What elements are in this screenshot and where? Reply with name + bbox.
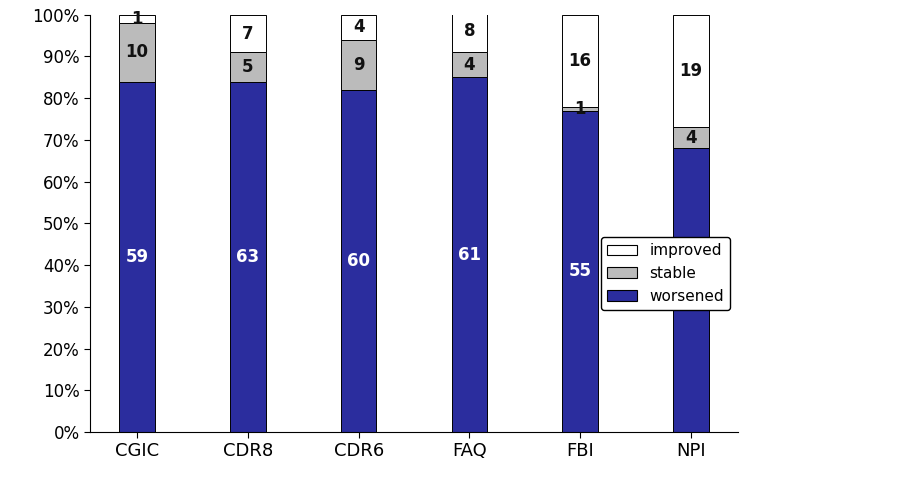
Bar <box>452 78 487 432</box>
Bar <box>230 82 266 432</box>
Text: 60: 60 <box>347 252 370 270</box>
Bar <box>120 15 155 23</box>
Bar <box>230 53 266 82</box>
Text: 1: 1 <box>131 10 143 28</box>
Bar <box>673 148 708 432</box>
Text: 50: 50 <box>680 281 702 299</box>
Text: 5: 5 <box>242 58 254 76</box>
Text: 8: 8 <box>464 23 475 40</box>
Bar <box>452 53 487 78</box>
Legend: improved, stable, worsened: improved, stable, worsened <box>600 237 731 310</box>
Text: 1: 1 <box>574 100 586 118</box>
Bar <box>230 15 266 53</box>
Bar <box>673 128 708 148</box>
Text: 7: 7 <box>242 25 254 43</box>
Text: 10: 10 <box>126 43 148 61</box>
Bar <box>120 82 155 432</box>
Bar <box>120 23 155 82</box>
Text: 63: 63 <box>237 248 259 266</box>
Bar <box>341 90 376 432</box>
Bar <box>341 40 376 90</box>
Text: 4: 4 <box>464 56 475 74</box>
Text: 16: 16 <box>569 52 591 70</box>
Text: 4: 4 <box>353 18 364 36</box>
Bar <box>452 11 487 53</box>
Text: 4: 4 <box>685 129 697 147</box>
Bar <box>562 15 598 107</box>
Text: 19: 19 <box>680 62 702 80</box>
Text: 59: 59 <box>126 248 148 266</box>
Text: 9: 9 <box>353 56 364 74</box>
Bar <box>562 107 598 111</box>
Text: 55: 55 <box>569 262 591 280</box>
Text: 61: 61 <box>458 246 481 264</box>
Bar <box>562 111 598 432</box>
Bar <box>341 15 376 40</box>
Bar <box>673 15 708 128</box>
